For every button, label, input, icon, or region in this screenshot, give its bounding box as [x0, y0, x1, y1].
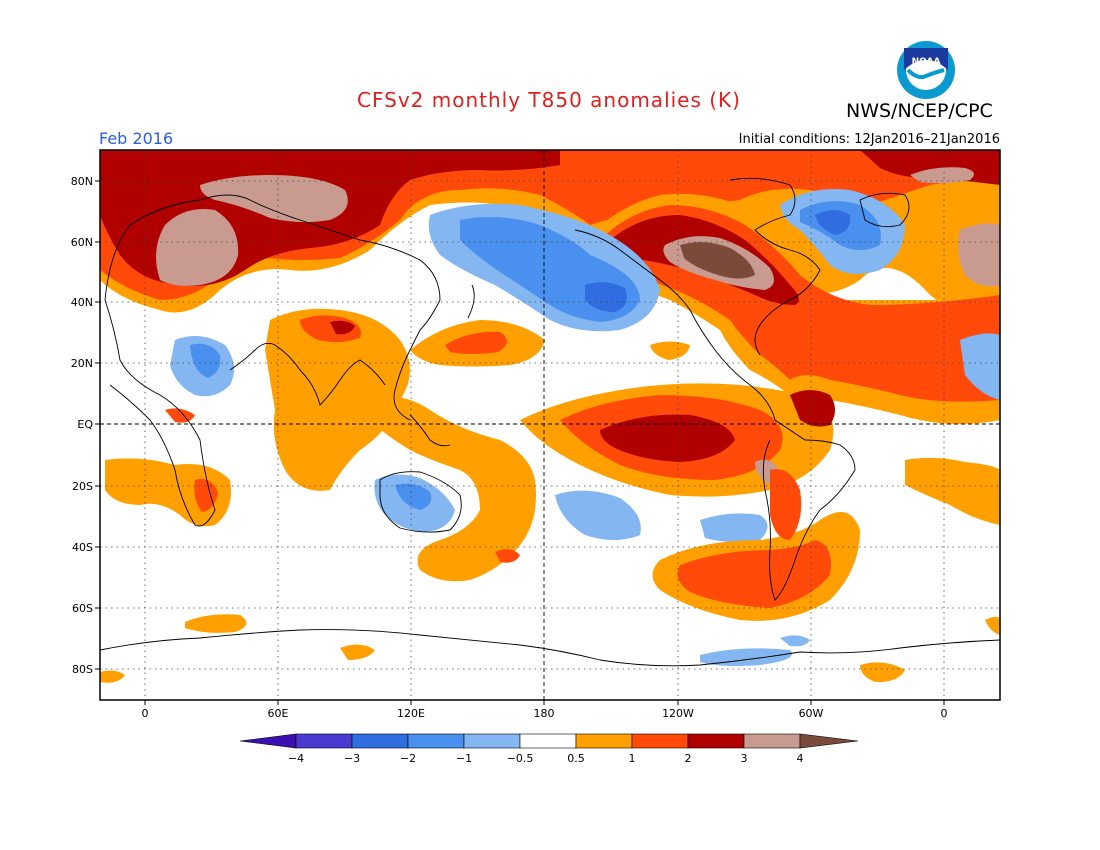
- lat-label: 20N: [71, 357, 93, 370]
- latitude-labels: 80N 60N 40N 20N EQ 20S 40S 60S 80S: [71, 175, 94, 676]
- reference-lines: [100, 150, 1000, 700]
- lat-label: 80S: [72, 663, 93, 676]
- chart-title: CFSv2 monthly T850 anomalies (K): [357, 88, 741, 112]
- noaa-logo: NOAA: [897, 41, 955, 99]
- axis-ticks: [95, 180, 945, 705]
- colorbar-swatch: [463, 733, 521, 749]
- anomaly-region: [395, 483, 432, 510]
- anomaly-region: [770, 469, 802, 540]
- lon-label: 60E: [268, 707, 289, 720]
- colorbar-swatch: [295, 733, 353, 749]
- lat-label: 40S: [72, 541, 93, 554]
- anomaly-region: [985, 616, 1000, 635]
- colorbar-label: −0.5: [507, 752, 534, 765]
- colorbar-swatch: [631, 733, 689, 749]
- anomaly-region: [585, 282, 628, 312]
- lat-label: 20S: [72, 480, 93, 493]
- coastlines: [100, 177, 1000, 667]
- anomaly-region: [445, 331, 508, 354]
- lat-label: 80N: [71, 175, 93, 188]
- anomaly-region: [105, 458, 231, 527]
- lat-label: 40N: [71, 296, 93, 309]
- colorbar-label: −4: [288, 752, 304, 765]
- anomaly-region: [495, 549, 520, 563]
- colorbar-swatch: [575, 733, 633, 749]
- anomaly-region: [265, 308, 410, 491]
- anomaly-region: [340, 644, 375, 660]
- anomaly-region: [815, 210, 851, 235]
- colorbar-label: 0.5: [567, 752, 585, 765]
- anomaly-region: [790, 390, 835, 427]
- anomaly-region: [190, 343, 221, 378]
- colorbar-label: 1: [629, 752, 636, 765]
- anomaly-region: [185, 614, 247, 633]
- anomaly-region: [600, 414, 735, 462]
- colorbar-label: 3: [741, 752, 748, 765]
- lon-label: 0: [142, 707, 149, 720]
- anomaly-region: [156, 209, 239, 286]
- colorbar-label: 4: [797, 752, 804, 765]
- colorbar-swatch: [743, 733, 801, 749]
- organization-label: NWS/NCEP/CPC: [846, 100, 993, 122]
- colorbar-swatch: [239, 733, 297, 749]
- lat-label: EQ: [77, 418, 93, 431]
- colorbar-label: −2: [400, 752, 416, 765]
- anomaly-region: [700, 648, 792, 666]
- anomaly-region: [780, 635, 810, 647]
- anomaly-region: [680, 242, 755, 279]
- anomaly-region: [650, 341, 690, 360]
- anomaly-region: [910, 167, 974, 184]
- anomaly-region: [100, 670, 125, 683]
- anomaly-region: [960, 333, 1000, 400]
- lon-label: 0: [941, 707, 948, 720]
- colorbar: −4 −3 −2 −1 −0.5 0.5 1 2 3 4: [239, 733, 859, 765]
- anomaly-region: [860, 662, 905, 683]
- anomaly-fields: [100, 150, 1000, 683]
- colorbar-label: −1: [456, 752, 472, 765]
- lon-label: 180: [534, 707, 555, 720]
- anomaly-region: [700, 513, 768, 543]
- longitude-labels: 0 60E 120E 180 120W 60W 0: [142, 707, 948, 720]
- lat-label: 60S: [72, 602, 93, 615]
- anomaly-region: [194, 478, 218, 512]
- colorbar-swatch: [519, 733, 577, 749]
- anomaly-region: [330, 320, 355, 335]
- lon-label: 120W: [662, 707, 694, 720]
- map-frame: [99, 149, 1001, 701]
- noaa-logo-text: NOAA: [912, 57, 941, 67]
- anomaly-region: [905, 457, 1000, 525]
- anomaly-region: [677, 540, 831, 608]
- graticule: [100, 150, 1000, 700]
- colorbar-swatches: [239, 733, 859, 749]
- colorbar-swatch: [799, 733, 859, 749]
- anomaly-region: [958, 223, 1000, 287]
- forecast-month: Feb 2016: [99, 129, 174, 148]
- colorbar-swatch: [687, 733, 745, 749]
- colorbar-label: 2: [685, 752, 692, 765]
- colorbar-swatch: [351, 733, 409, 749]
- lon-label: 120E: [397, 707, 425, 720]
- colorbar-swatch: [407, 733, 465, 749]
- anomaly-region: [370, 396, 536, 582]
- anomaly-region: [200, 175, 348, 223]
- colorbar-labels: −4 −3 −2 −1 −0.5 0.5 1 2 3 4: [288, 752, 804, 765]
- initial-conditions-label: Initial conditions: 12Jan2016–21Jan2016: [738, 132, 1000, 147]
- colorbar-label: −3: [344, 752, 360, 765]
- lon-label: 60W: [799, 707, 824, 720]
- anomaly-region: [555, 490, 641, 540]
- lat-label: 60N: [71, 236, 93, 249]
